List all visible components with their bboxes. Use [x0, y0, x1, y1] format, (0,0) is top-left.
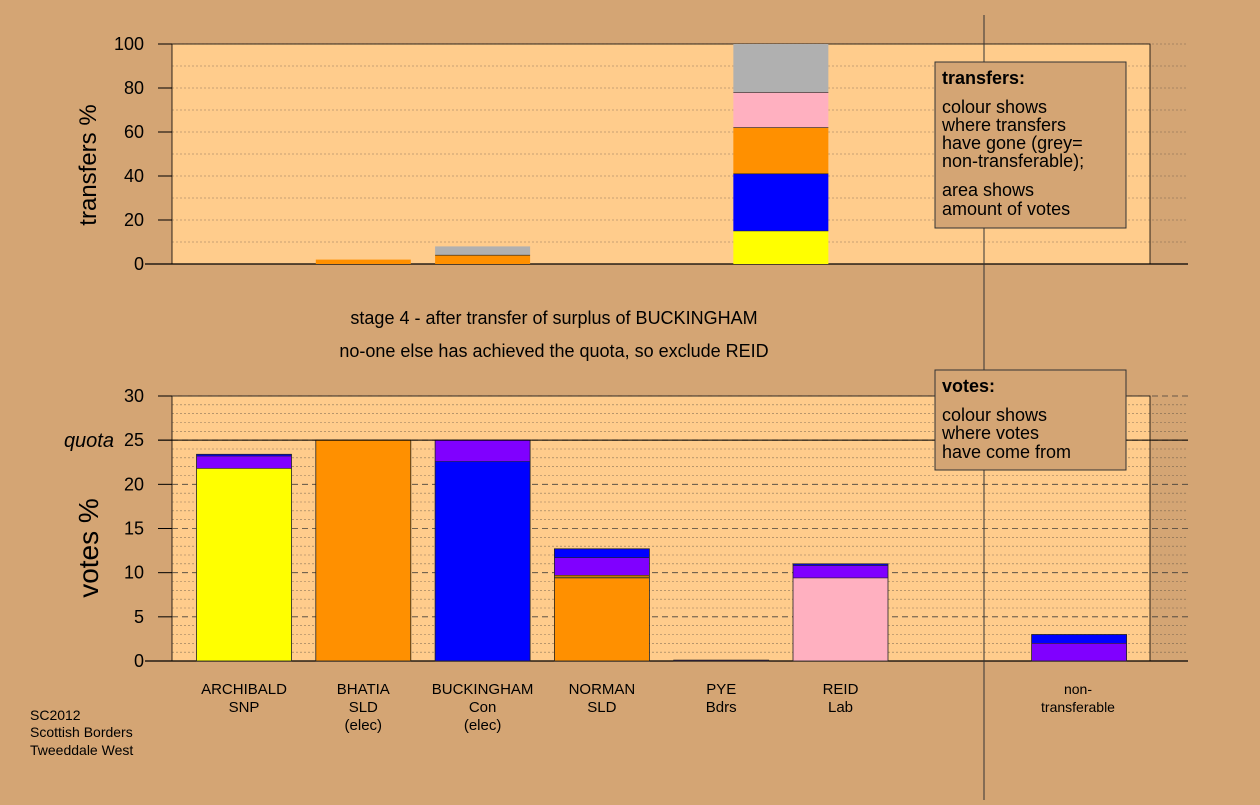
transfers-bar-segment — [733, 127, 829, 174]
transfers-tick-label: 0 — [134, 254, 144, 274]
category-label: (elec) — [464, 717, 502, 734]
votes-bar-segment — [1031, 643, 1127, 661]
votes-legend-line: have come from — [942, 442, 1071, 462]
category-label: NORMAN — [569, 681, 636, 698]
transfers-gridlines — [145, 43, 1188, 265]
category-label: PYE — [706, 681, 736, 698]
votes-bar-segment — [793, 563, 888, 566]
votes-bar-segment — [554, 577, 650, 578]
footer-ward: Tweeddale West — [30, 742, 133, 758]
transfers-y-axis: 0 20 40 60 80 100 — [114, 34, 172, 274]
transfers-bar-segment — [435, 246, 531, 256]
votes-bar-outline — [554, 548, 650, 662]
transfers-bar-segment — [733, 231, 829, 264]
votes-y-axis-title: votes % — [73, 498, 104, 598]
transfers-tick-label: 20 — [124, 210, 144, 230]
votes-bar-segment — [1031, 634, 1127, 644]
votes-tick-label: 10 — [124, 563, 144, 583]
category-label: BHATIA — [337, 681, 390, 698]
votes-bar-segment — [196, 456, 292, 469]
transfers-legend-line: colour shows — [942, 97, 1047, 117]
category-label: SLD — [587, 699, 616, 716]
transfers-legend-line: amount of votes — [942, 199, 1070, 219]
transfers-bar-segment — [315, 259, 411, 264]
votes-bar-segment — [793, 577, 888, 661]
votes-bar-segment — [435, 440, 531, 462]
votes-bar-segment — [554, 557, 650, 576]
category-label: ARCHIBALD — [201, 681, 287, 698]
transfers-legend-line: have gone (grey= — [942, 133, 1083, 153]
category-label: non- — [1064, 681, 1092, 697]
footer-code: SC2012 — [30, 707, 81, 723]
quota-label: quota — [64, 430, 114, 452]
votes-tick-label: 5 — [134, 607, 144, 627]
transfers-legend-line: non-transferable); — [942, 151, 1084, 171]
transfers-bar-segment — [733, 173, 829, 231]
category-label: Con — [469, 699, 497, 716]
transfers-bar-segment — [733, 44, 829, 93]
votes-y-axis: 0 5 10 15 20 25 30 — [124, 386, 172, 671]
transfers-legend-line: area shows — [942, 180, 1034, 200]
votes-bars — [196, 439, 1127, 662]
votes-tick-label: 15 — [124, 519, 144, 539]
votes-tick-label: 30 — [124, 386, 144, 406]
votes-legend-line: colour shows — [942, 405, 1047, 425]
votes-legend-title: votes: — [942, 376, 995, 396]
stage-action: no-one else has achieved the quota, so e… — [339, 341, 768, 361]
footer-council: Scottish Borders — [30, 724, 133, 740]
votes-bar-segment — [315, 440, 411, 661]
votes-bar-segment — [196, 454, 292, 457]
transfers-tick-label: 100 — [114, 34, 144, 54]
votes-bar-segment — [673, 660, 769, 661]
transfers-legend: transfers: colour shows where transfers … — [934, 61, 1127, 229]
transfers-tick-label: 60 — [124, 122, 144, 142]
votes-bar-outline — [792, 563, 889, 662]
category-labels: ARCHIBALDSNPBHATIASLD(elec)BUCKINGHAMCon… — [201, 681, 1115, 734]
category-label: transferable — [1041, 699, 1115, 715]
votes-bar-segment — [196, 468, 292, 661]
transfers-bar-segment — [435, 255, 531, 264]
votes-bar-segment — [554, 575, 650, 578]
transfers-legend-title: transfers: — [942, 68, 1025, 88]
votes-tick-label: 25 — [124, 430, 144, 450]
votes-tick-label: 0 — [134, 651, 144, 671]
transfers-legend-line: where transfers — [941, 115, 1066, 135]
category-label: Lab — [828, 699, 853, 716]
votes-bar-outline — [1031, 634, 1127, 662]
votes-legend-line: where votes — [941, 423, 1039, 443]
stage-description: stage 4 - after transfer of surplus of B… — [350, 308, 757, 328]
votes-bar-segment — [554, 548, 650, 558]
transfers-y-axis-title: transfers % — [75, 104, 102, 225]
transfers-bar-segment — [733, 92, 829, 128]
transfers-tick-label: 80 — [124, 78, 144, 98]
votes-bar-segment — [793, 565, 888, 578]
category-label: BUCKINGHAM — [432, 681, 534, 698]
category-label: SLD — [349, 699, 378, 716]
votes-bar-outline — [673, 659, 770, 662]
category-label: REID — [823, 681, 859, 698]
category-label: SNP — [229, 699, 260, 716]
transfers-tick-label: 40 — [124, 166, 144, 186]
votes-bar-segment — [554, 577, 650, 661]
votes-bar-outline — [196, 453, 292, 662]
category-label: (elec) — [345, 717, 383, 734]
votes-tick-label: 20 — [124, 474, 144, 494]
transfers-bars — [315, 44, 829, 264]
category-label: Bdrs — [706, 699, 737, 716]
votes-legend: votes: colour shows where votes have com… — [934, 369, 1127, 471]
votes-bar-segment — [435, 461, 531, 661]
